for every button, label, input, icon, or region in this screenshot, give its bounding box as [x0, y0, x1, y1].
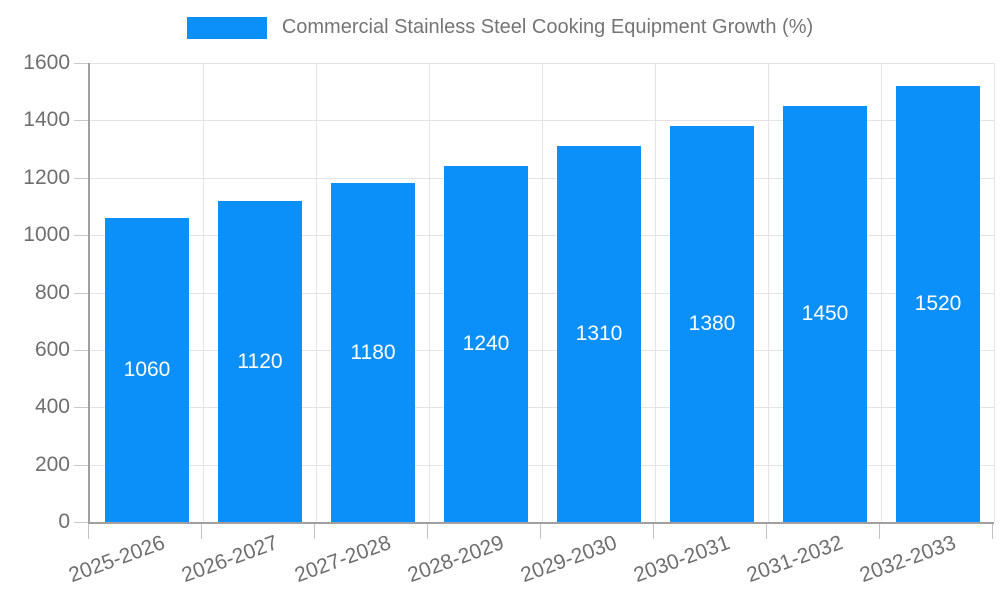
bar-value-label: 1450 — [801, 302, 849, 325]
x-gridline — [994, 63, 995, 522]
x-gridline — [881, 63, 882, 522]
x-tick-label: 2026-2027 — [178, 531, 282, 588]
y-tick-label: 600 — [34, 337, 70, 361]
x-axis-tick — [201, 524, 202, 539]
x-axis-tick — [540, 524, 541, 539]
x-axis-tick — [766, 524, 767, 539]
x-tick-label: 2025-2026 — [65, 531, 169, 588]
y-axis-tick — [74, 177, 88, 179]
bar[interactable]: 1240 — [444, 166, 528, 522]
y-axis-tick — [74, 292, 88, 294]
x-gridline — [429, 63, 430, 522]
y-tick-label: 0 — [58, 510, 70, 533]
bar[interactable]: 1450 — [783, 106, 867, 522]
y-tick-label: 1200 — [23, 165, 70, 189]
legend-label: Commercial Stainless Steel Cooking Equip… — [281, 16, 814, 38]
bar[interactable]: 1180 — [331, 183, 415, 522]
y-tick-label: 1000 — [23, 223, 70, 247]
bar-value-label: 1120 — [237, 350, 283, 373]
bar-value-label: 1520 — [914, 292, 962, 315]
y-tick-label: 1600 — [23, 51, 70, 74]
x-axis-tick — [314, 524, 315, 539]
bar[interactable]: 1060 — [105, 218, 189, 522]
y-axis-tick — [74, 235, 88, 237]
bar-value-label: 1380 — [688, 312, 736, 335]
bar-value-label: 1240 — [462, 332, 510, 355]
bar[interactable]: 1310 — [557, 146, 641, 522]
y-tick-label: 400 — [34, 395, 70, 419]
y-axis-tick — [74, 349, 88, 351]
x-gridline — [768, 63, 769, 522]
plot-area: 1060 1120 1180 1240 1310 1380 1450 1520 — [88, 63, 995, 524]
bar-value-label: 1180 — [350, 341, 396, 364]
y-tick-label: 800 — [34, 280, 70, 304]
x-axis-tick — [992, 524, 993, 539]
x-gridline — [655, 63, 656, 522]
x-tick-label: 2027-2028 — [291, 531, 395, 588]
bar[interactable]: 1520 — [896, 86, 980, 522]
x-axis-tick — [653, 524, 654, 539]
y-axis-tick — [74, 522, 88, 523]
y-axis-tick — [74, 120, 88, 122]
y-tick-label: 200 — [34, 452, 70, 476]
y-axis-tick — [74, 63, 88, 64]
x-gridline — [203, 63, 204, 522]
legend-swatch-icon — [186, 16, 267, 39]
bar[interactable]: 1120 — [218, 201, 302, 522]
x-tick-label: 2029-2030 — [517, 531, 621, 588]
bar-value-label: 1310 — [575, 322, 623, 345]
x-axis-tick — [88, 524, 89, 539]
x-axis-tick — [427, 524, 428, 539]
x-gridline — [542, 63, 543, 522]
x-gridline — [316, 63, 317, 522]
x-tick-label: 2030-2031 — [630, 531, 734, 588]
x-tick-label: 2032-2033 — [856, 531, 960, 588]
x-tick-label: 2031-2032 — [743, 531, 847, 588]
y-axis-tick — [74, 407, 88, 409]
y-axis-tick — [74, 464, 88, 466]
bar-value-label: 1060 — [123, 358, 171, 381]
x-axis-tick — [879, 524, 880, 539]
y-tick-label: 1400 — [23, 108, 70, 132]
legend[interactable]: Commercial Stainless Steel Cooking Equip… — [0, 16, 1000, 39]
bar[interactable]: 1380 — [670, 126, 754, 522]
x-tick-label: 2028-2029 — [404, 531, 508, 588]
